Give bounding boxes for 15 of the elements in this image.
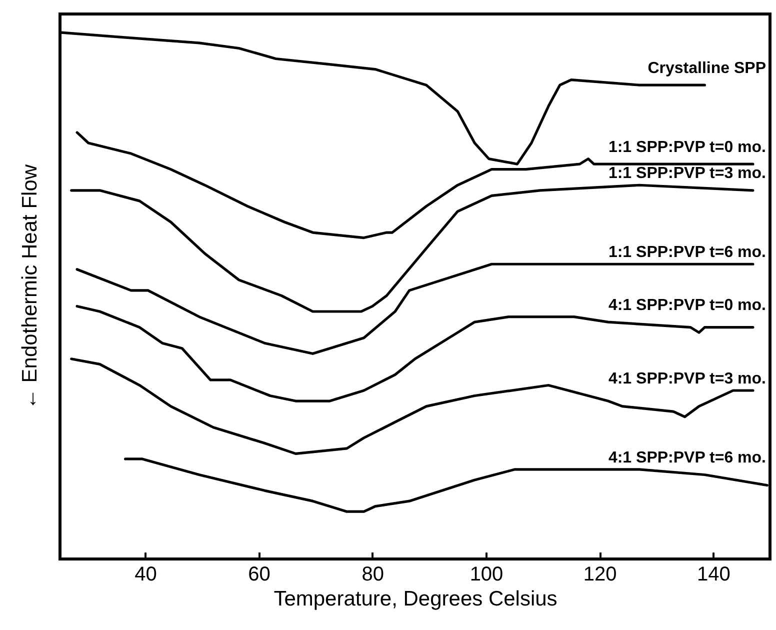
x-tick-label: 40 bbox=[134, 564, 157, 586]
y-axis-title: ← Endothermic Heat Flow bbox=[18, 164, 42, 410]
series-label: Crystalline SPP bbox=[648, 60, 766, 77]
x-tick-label: 120 bbox=[583, 564, 617, 586]
series-label: 4:1 SPP:PVP t=3 mo. bbox=[608, 370, 766, 388]
series-label: 1:1 SPP:PVP t=3 mo. bbox=[608, 165, 766, 182]
x-tick-label: 80 bbox=[362, 564, 384, 586]
x-tick-label: 100 bbox=[470, 564, 504, 586]
series-label: 1:1 SPP:PVP t=0 mo. bbox=[608, 138, 766, 156]
series-label: 1:1 SPP:PVP t=6 mo. bbox=[608, 244, 766, 262]
series-label: 4:1 SPP:PVP t=6 mo. bbox=[608, 449, 766, 466]
x-tick-label: 60 bbox=[248, 564, 270, 586]
x-axis-title: Temperature, Degrees Celsius bbox=[274, 588, 558, 610]
series-label: 4:1 SPP:PVP t=0 mo. bbox=[608, 296, 766, 314]
x-tick-label: 140 bbox=[697, 564, 730, 586]
